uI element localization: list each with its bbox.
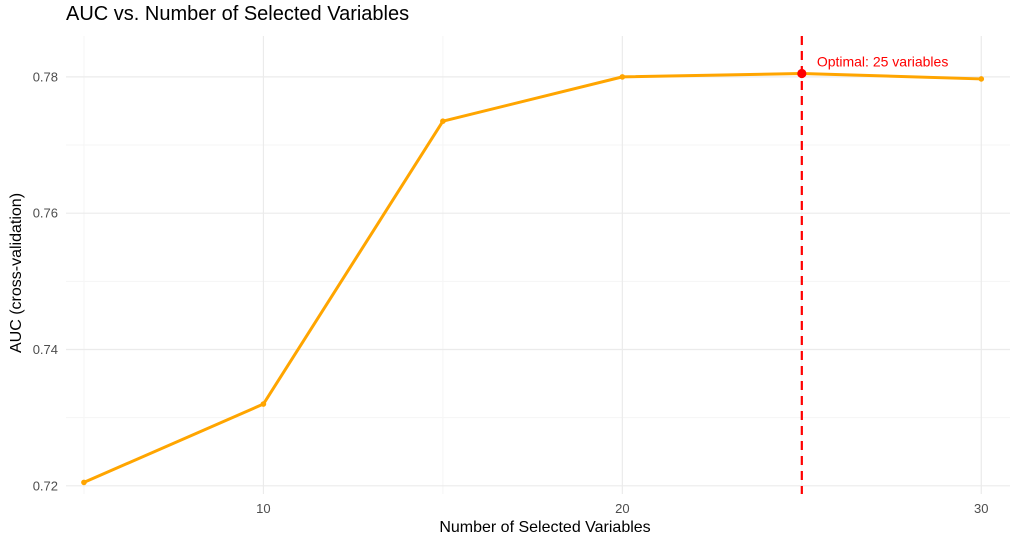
annotation-layer: Optimal: 25 variables	[797, 53, 949, 79]
data-point	[81, 479, 87, 486]
data-point	[978, 76, 985, 82]
optimal-annotation: Optimal: 25 variables	[817, 53, 949, 69]
x-tick-label: 30	[974, 501, 988, 516]
y-tick-label: 0.78	[33, 69, 58, 84]
tick-labels-layer: 10 20 30 0.72 0.74 0.76 0.78	[33, 69, 989, 516]
y-tick-label: 0.74	[33, 342, 58, 357]
x-tick-label: 20	[615, 501, 629, 516]
y-axis-label: AUC (cross-validation)	[8, 193, 25, 353]
x-tick-label: 10	[256, 501, 270, 516]
chart-title: AUC vs. Number of Selected Variables	[66, 3, 409, 25]
minor-gridlines	[66, 36, 1010, 494]
y-tick-label: 0.76	[33, 206, 58, 221]
optimal-point	[797, 68, 807, 79]
data-point	[440, 118, 446, 124]
x-axis-label: Number of Selected Variables	[439, 519, 650, 536]
series-layer	[82, 71, 983, 484]
data-point	[619, 74, 626, 80]
series-line	[82, 71, 983, 484]
y-tick-label: 0.72	[33, 478, 58, 493]
data-point	[260, 401, 267, 407]
major-gridlines	[66, 36, 1010, 494]
